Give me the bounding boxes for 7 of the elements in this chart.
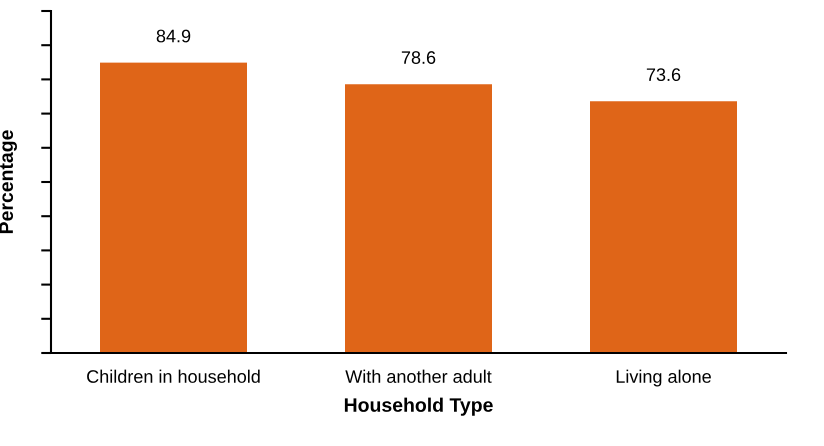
x-tick-label: Children in household <box>87 370 260 383</box>
data-label: 78.6 <box>402 51 436 64</box>
data-label: 84.9 <box>156 30 190 42</box>
x-tick-label: With another adult <box>345 370 492 383</box>
data-label: 73.6 <box>646 68 680 82</box>
x-axis-title: Household Type <box>344 398 493 416</box>
x-tick-label: Living alone <box>616 370 711 386</box>
